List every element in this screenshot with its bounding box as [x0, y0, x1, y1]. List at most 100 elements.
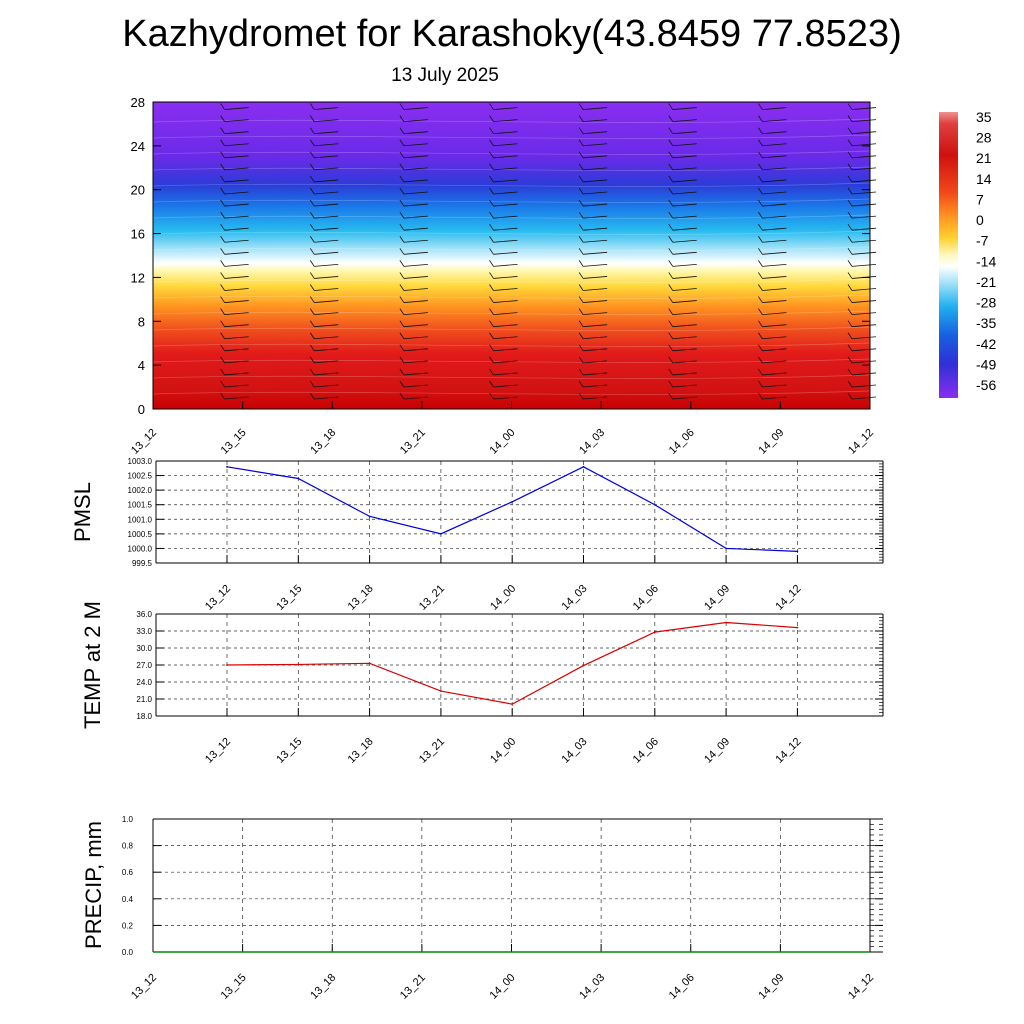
wind-barb-flag: [758, 344, 763, 352]
data-point: [511, 500, 514, 503]
wind-barb-flag: [399, 175, 405, 183]
wind-barb-flag: [220, 392, 225, 400]
wind-barb: [672, 251, 697, 255]
y-tick-label: 1002.0: [128, 486, 153, 495]
wind-barb: [672, 336, 697, 340]
wind-barb-flag: [758, 103, 763, 110]
x-tick-label: 14_00: [488, 736, 518, 766]
wind-barb-flag: [578, 320, 584, 327]
x-tick-label: 13_12: [203, 583, 233, 613]
wind-barb: [493, 384, 518, 388]
wind-barb: [851, 384, 877, 388]
wind-barb: [583, 119, 608, 123]
wind-barb-flag: [578, 151, 584, 159]
wind-barb-flag: [399, 223, 405, 231]
wind-barb: [403, 348, 428, 352]
y-axis-label: TEMP at 2 M: [80, 601, 105, 729]
wind-barb: [224, 372, 249, 376]
wind-barb: [762, 300, 787, 303]
wind-barb: [493, 131, 518, 135]
wind-barb-flag: [668, 392, 674, 400]
x-tick-label: 13_18: [346, 736, 376, 766]
colorbar-label: 21: [976, 150, 992, 166]
wind-barb: [224, 131, 249, 135]
wind-barb: [762, 360, 787, 364]
wind-barb-flag: [758, 296, 763, 303]
y-tick-label: 1002.5: [128, 472, 153, 481]
wind-barb-flag: [668, 211, 674, 219]
x-tick-label: 14_06: [631, 736, 661, 766]
wind-barb-flag: [489, 115, 494, 122]
wind-barb-flag: [668, 187, 674, 195]
wind-barb: [672, 372, 697, 376]
wind-barb: [762, 155, 787, 159]
wind-barb: [672, 131, 697, 135]
wind-barb-flag: [847, 284, 853, 291]
wind-barb: [583, 107, 608, 110]
data-point: [440, 532, 442, 535]
wind-barb: [403, 300, 428, 303]
wind-barb: [762, 288, 787, 291]
wind-barb-flag: [758, 199, 763, 207]
colorbar-label: 0: [976, 212, 984, 228]
x-tick-label: 13_18: [346, 583, 376, 613]
wind-barb: [403, 312, 428, 316]
wind-barb-flag: [220, 260, 225, 267]
wind-barb: [583, 155, 608, 159]
wind-barb: [583, 131, 608, 135]
wind-barb-flag: [758, 284, 763, 291]
wind-barb: [403, 179, 428, 183]
x-tick-label: 14_06: [667, 972, 697, 1002]
wind-barb-flag: [847, 272, 853, 279]
wind-barb-flag: [220, 236, 225, 243]
wind-barb: [583, 288, 608, 291]
wind-barb: [672, 107, 697, 110]
wind-barb: [672, 239, 697, 243]
wind-barb: [583, 167, 608, 171]
wind-barb-flag: [758, 248, 763, 255]
y-tick-label: 20: [131, 183, 145, 198]
wind-barb: [493, 300, 518, 303]
wind-barb: [851, 324, 877, 328]
wind-barb: [224, 155, 249, 159]
wind-barb: [224, 239, 249, 243]
data-point: [796, 550, 799, 553]
precipitation-panel: 0.0 0.2 0.4 0.6 0.8 1.0 13_12 13_15 13_18 13_21 14…: [81, 815, 883, 1002]
wind-barb-flag: [758, 139, 763, 146]
wind-barb-flag: [668, 344, 674, 352]
colorbar-label: -42: [976, 336, 996, 352]
colorbar-label: -14: [976, 253, 996, 269]
wind-barb: [403, 276, 428, 279]
wind-barb: [672, 155, 697, 159]
wind-barb: [224, 119, 249, 123]
wind-barb: [493, 239, 518, 243]
wind-barb-flag: [668, 296, 674, 303]
wind-barb: [493, 312, 518, 316]
wind-barb-flag: [309, 332, 315, 339]
wind-barb: [851, 360, 877, 364]
x-tick-label: 13_15: [219, 972, 249, 1002]
wind-barb-flag: [758, 211, 763, 219]
wind-barb: [493, 288, 518, 291]
wind-barb: [224, 227, 249, 231]
wind-barb-flag: [220, 103, 225, 110]
wind-barb: [851, 239, 877, 243]
x-tick-label: 13_12: [203, 736, 233, 766]
wind-barb-flag: [847, 368, 853, 376]
wind-barb: [314, 396, 339, 400]
wind-barb-flag: [489, 151, 494, 159]
wind-barb-flag: [578, 332, 584, 339]
wind-barb: [224, 312, 249, 316]
wind-barb-flag: [668, 151, 674, 159]
wind-barb-flag: [578, 103, 584, 110]
wind-barb-flag: [399, 356, 405, 364]
wind-barb-flag: [668, 115, 674, 122]
plot-background: [156, 461, 883, 563]
data-point: [297, 663, 300, 666]
wind-barb: [224, 215, 249, 219]
y-tick-label: 18.0: [136, 712, 152, 721]
wind-barb-flag: [220, 127, 225, 134]
wind-barb: [403, 372, 428, 376]
wind-barb-flag: [847, 163, 853, 171]
